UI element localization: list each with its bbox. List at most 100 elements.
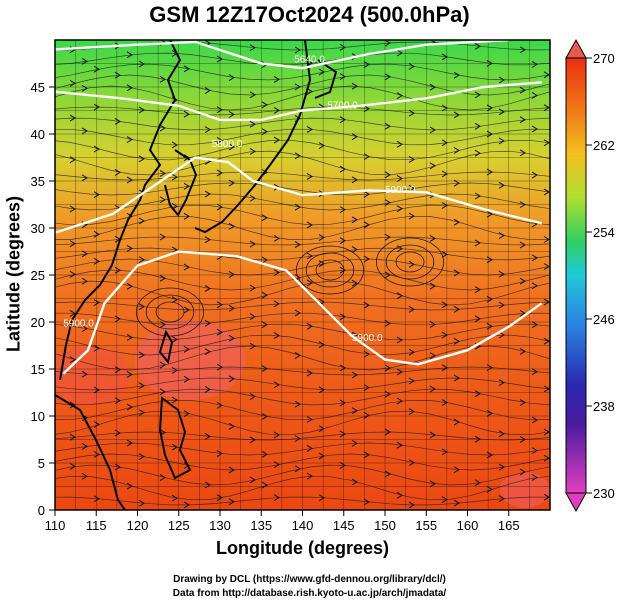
wind-arrow: [474, 42, 481, 50]
wind-arrow: [474, 239, 481, 247]
wind-arrow: [159, 170, 166, 177]
wind-arrow: [363, 498, 370, 506]
wind-arrow: [273, 136, 280, 144]
wind-arrow: [474, 192, 481, 200]
wind-arrow: [486, 364, 493, 372]
wind-arrow: [249, 393, 256, 400]
wind-arrow: [81, 325, 88, 333]
wind-arrow: [171, 367, 178, 374]
wind-arrow: [183, 345, 190, 353]
wind-arrow: [519, 277, 526, 285]
wind-arrow: [69, 433, 76, 441]
wind-arrow: [273, 300, 280, 308]
wind-arrow: [543, 337, 550, 345]
contour-label: 5900.0: [63, 319, 94, 330]
wind-arrow: [204, 432, 211, 440]
wind-arrow: [69, 356, 76, 364]
wind-arrow: [498, 137, 505, 145]
wind-arrow: [408, 377, 415, 385]
wind-arrow: [81, 84, 88, 92]
wind-arrow: [543, 493, 550, 501]
coastline-philippines: [158, 396, 192, 480]
wind-arrow: [543, 71, 550, 79]
wind-arrow: [453, 147, 460, 154]
wind-arrow: [339, 266, 346, 274]
wind-arrow: [429, 480, 436, 488]
wind-arrow: [138, 382, 145, 390]
wind-arrow: [453, 111, 460, 119]
wind-arrow: [183, 65, 190, 73]
wind-arrow: [543, 188, 550, 196]
wind-arrow: [171, 443, 178, 451]
wind-arrow: [531, 60, 538, 68]
wind-arrow: [294, 400, 301, 408]
wind-arrow: [339, 461, 346, 469]
y-tick-label: 45: [31, 80, 45, 95]
wind-arrow: [339, 206, 346, 214]
wind-arrow: [531, 282, 538, 290]
wind-arrow: [531, 254, 538, 262]
wind-arrow: [228, 422, 235, 430]
wind-arrow: [363, 350, 370, 358]
wind-arrow: [396, 175, 403, 182]
wind-arrow: [216, 450, 223, 457]
wind-arrow: [126, 371, 133, 378]
colorbar-scale: [565, 57, 587, 494]
wind-arrow: [216, 401, 223, 409]
wind-arrow: [531, 171, 538, 179]
wind-arrow: [306, 221, 313, 229]
wind-arrow: [138, 409, 145, 416]
wind-arrow: [363, 384, 370, 392]
wind-arrow: [294, 351, 301, 359]
wind-arrow: [531, 321, 538, 329]
wind-arrow: [474, 315, 481, 323]
wind-arrow: [126, 176, 133, 184]
wind-arrow: [429, 282, 436, 290]
wind-arrow: [474, 390, 481, 398]
vortex-streamline: [305, 252, 355, 288]
colorbar-tick-label: 270: [593, 51, 615, 66]
wind-arrow: [543, 139, 550, 147]
wind-arrow: [183, 110, 190, 118]
wind-arrow: [363, 153, 370, 161]
wind-arrow: [384, 171, 391, 179]
wind-arrow: [228, 271, 235, 278]
wind-arrow: [273, 75, 280, 83]
wind-arrow: [171, 396, 178, 404]
wind-arrow: [138, 155, 145, 163]
x-tick-label: 135: [250, 518, 272, 533]
wind-arrow: [429, 431, 436, 439]
y-axis-ticks: 0 5 10 15 20 25 30 35 40 45: [31, 80, 55, 518]
wind-arrow: [306, 445, 313, 452]
y-tick-label: 20: [31, 315, 45, 330]
wind-arrow: [81, 442, 88, 450]
contour-label: 5800.0: [212, 139, 243, 150]
wind-arrow: [204, 126, 211, 134]
wind-arrow: [519, 399, 526, 406]
wind-arrow: [498, 301, 505, 309]
wind-arrow: [498, 495, 505, 503]
warm-core-region: [500, 472, 550, 508]
wind-arrow: [453, 374, 460, 382]
wind-arrow: [486, 295, 493, 303]
wind-arrow: [396, 292, 403, 300]
wind-arrow: [351, 216, 358, 224]
wind-arrow: [126, 482, 133, 490]
colorbar-top-arrow: [565, 38, 587, 59]
vortex-streamline: [145, 294, 195, 330]
wind-arrow: [261, 291, 268, 299]
wind-arrow: [93, 103, 100, 111]
wind-arrow: [351, 133, 358, 141]
wind-arrow: [183, 212, 190, 220]
wind-arrow: [384, 233, 391, 241]
wind-arrow: [339, 165, 346, 173]
wind-arrow: [396, 368, 403, 376]
wind-arrow: [498, 76, 505, 84]
wind-arrow: [294, 241, 301, 248]
wind-arrow: [204, 481, 211, 489]
contour-label: 5640.0: [294, 55, 325, 66]
wind-arrow: [429, 162, 436, 170]
wind-arrow: [351, 407, 358, 415]
wind-arrow: [126, 282, 133, 290]
